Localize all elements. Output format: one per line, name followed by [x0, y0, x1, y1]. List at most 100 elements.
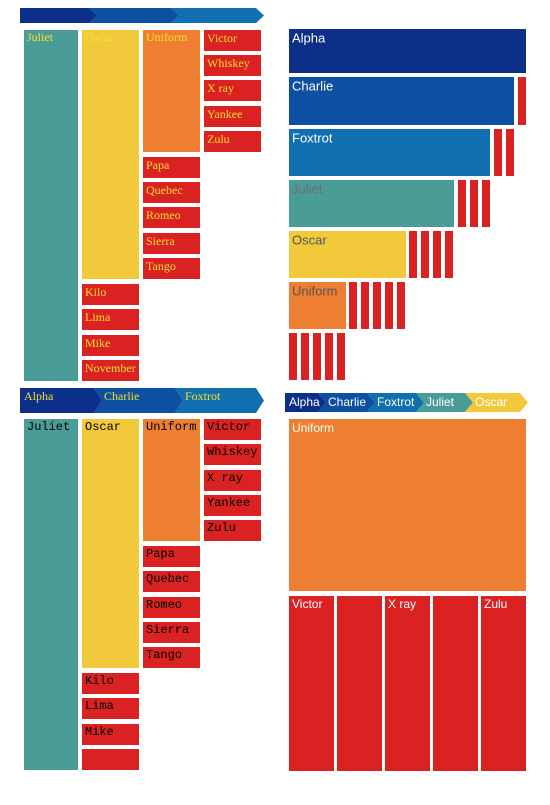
treemap-cell-uniform[interactable] [289, 419, 526, 591]
treemap-cell-x-ray[interactable] [204, 80, 261, 101]
treemap-cell-red[interactable] [433, 231, 441, 278]
cell-label-oscar: Oscar [292, 233, 327, 248]
treemap-cell-red[interactable] [325, 333, 333, 380]
treemap-cell-juliet[interactable] [289, 180, 454, 227]
treemap-cell-juliet[interactable] [24, 30, 78, 381]
treemap-cell-red[interactable] [506, 129, 514, 176]
treemap-cell-red[interactable] [337, 333, 345, 380]
cell-label-victor: Victor [292, 597, 322, 611]
treemap-cell-quebec[interactable] [143, 571, 200, 592]
treemap-cell-red[interactable] [349, 282, 357, 329]
treemap-cell-mike[interactable] [82, 724, 139, 745]
treemap-cell-red[interactable] [397, 282, 405, 329]
treemap-cell-zulu[interactable] [204, 520, 261, 541]
cell-label-whiskey: Whiskey [207, 56, 250, 70]
cell-label-uniform: Uniform [146, 420, 196, 434]
treemap-cell-lima[interactable] [82, 309, 139, 330]
treemap-cell-oscar[interactable] [82, 419, 139, 668]
breadcrumb-segment[interactable] [20, 388, 102, 413]
breadcrumb-segment[interactable] [367, 393, 424, 412]
breadcrumb-segment[interactable] [285, 393, 326, 412]
treemap-cell-zulu[interactable] [481, 596, 526, 771]
treemap-cell-x-ray[interactable] [385, 596, 430, 771]
cell-label-romeo: Romeo [146, 598, 182, 612]
treemap-cell-whiskey[interactable] [204, 55, 261, 76]
cell-label-alpha: Alpha [292, 31, 326, 46]
treemap-cell-victor[interactable] [204, 419, 261, 440]
treemap-cell-red[interactable] [518, 77, 526, 125]
treemap-cell-kilo[interactable] [82, 673, 139, 694]
cell-label-sierra: Sierra [146, 234, 175, 248]
treemap-cell-red[interactable] [361, 282, 369, 329]
treemap-cell-romeo[interactable] [143, 207, 200, 228]
treemap-cell-quebec[interactable] [143, 182, 200, 203]
treemap-cell-red[interactable] [385, 282, 393, 329]
cell-label-foxtrot: Foxtrot [292, 131, 333, 146]
treemap-cell-zulu[interactable] [204, 131, 261, 152]
treemap-cell-uniform[interactable] [289, 282, 346, 329]
treemap-cell-victor[interactable] [289, 596, 334, 771]
treemap-cell-uniform[interactable] [143, 419, 200, 541]
treemap-cell-red[interactable] [421, 231, 429, 278]
treemap-cell-sierra[interactable] [143, 233, 200, 254]
treemap-cell-red[interactable] [494, 129, 502, 176]
treemap-cell-juliet[interactable] [24, 419, 78, 770]
treemap-cell-red[interactable] [482, 180, 490, 227]
cell-label-oscar: Oscar [85, 420, 121, 434]
treemap-cell-red[interactable] [433, 596, 478, 771]
breadcrumb-segment[interactable] [89, 8, 179, 23]
treemap-cell-oscar[interactable] [289, 231, 406, 278]
cell-label-juliet: Juliet [27, 420, 70, 434]
treemap-cell-red[interactable] [458, 180, 466, 227]
cell-label-zulu: Zulu [207, 132, 230, 146]
cell-label-lima: Lima [85, 699, 114, 713]
treemap-cell-tango[interactable] [143, 647, 200, 668]
cell-label-x-ray: X ray [388, 597, 416, 611]
treemap-cell-sierra[interactable] [143, 622, 200, 643]
treemap-cell-red[interactable] [301, 333, 309, 380]
treemap-cell-yankee[interactable] [204, 106, 261, 127]
breadcrumb-segment[interactable] [94, 388, 183, 413]
treemap-cell-lima[interactable] [82, 698, 139, 719]
cell-label-lima: Lima [85, 310, 111, 324]
treemap-cell-foxtrot[interactable] [289, 129, 490, 176]
treemap-cell-november[interactable] [82, 360, 139, 381]
cell-label-yankee: Yankee [207, 107, 242, 121]
breadcrumb-segment[interactable] [416, 393, 473, 412]
cell-label-kilo: Kilo [85, 674, 114, 688]
breadcrumb-segment[interactable] [175, 388, 264, 413]
treemap-cell-charlie[interactable] [289, 77, 514, 125]
treemap-cell-victor[interactable] [204, 30, 261, 51]
treemap-cell-red[interactable] [373, 282, 381, 329]
breadcrumb-label: Juliet [426, 395, 455, 409]
treemap-cell-red[interactable] [337, 596, 382, 771]
treemap-cell-tango[interactable] [143, 258, 200, 279]
cell-label-romeo: Romeo [146, 208, 181, 222]
cell-label-tango: Tango [146, 259, 176, 273]
cell-label-tango: Tango [146, 648, 182, 662]
treemap-cell-red[interactable] [470, 180, 478, 227]
cell-label-oscar: Oscar [85, 30, 113, 44]
treemap-cell-oscar[interactable] [82, 30, 139, 279]
treemap-cell-red[interactable] [409, 231, 417, 278]
breadcrumb-segment[interactable] [318, 393, 375, 412]
breadcrumb-segment[interactable] [465, 393, 528, 412]
treemap-cell-mike[interactable] [82, 335, 139, 356]
treemap-cell-red[interactable] [313, 333, 321, 380]
treemap-cell-kilo[interactable] [82, 284, 139, 305]
breadcrumb-segment[interactable] [20, 8, 97, 23]
treemap-cell-red[interactable] [289, 333, 297, 380]
treemap-cell-alpha[interactable] [289, 29, 526, 73]
treemap-cell-yankee[interactable] [204, 495, 261, 516]
treemap-cell-red[interactable] [82, 749, 139, 770]
breadcrumb-label: Foxtrot [377, 395, 415, 409]
treemap-cell-red[interactable] [445, 231, 453, 278]
breadcrumb-segment[interactable] [171, 8, 264, 23]
treemap-cell-uniform[interactable] [143, 30, 200, 152]
treemap-cell-romeo[interactable] [143, 597, 200, 618]
treemap-cell-papa[interactable] [143, 546, 200, 567]
treemap-cell-papa[interactable] [143, 157, 200, 178]
treemap-cell-whiskey[interactable] [204, 444, 261, 465]
cell-label-sierra: Sierra [146, 623, 189, 637]
treemap-cell-x-ray[interactable] [204, 470, 261, 491]
